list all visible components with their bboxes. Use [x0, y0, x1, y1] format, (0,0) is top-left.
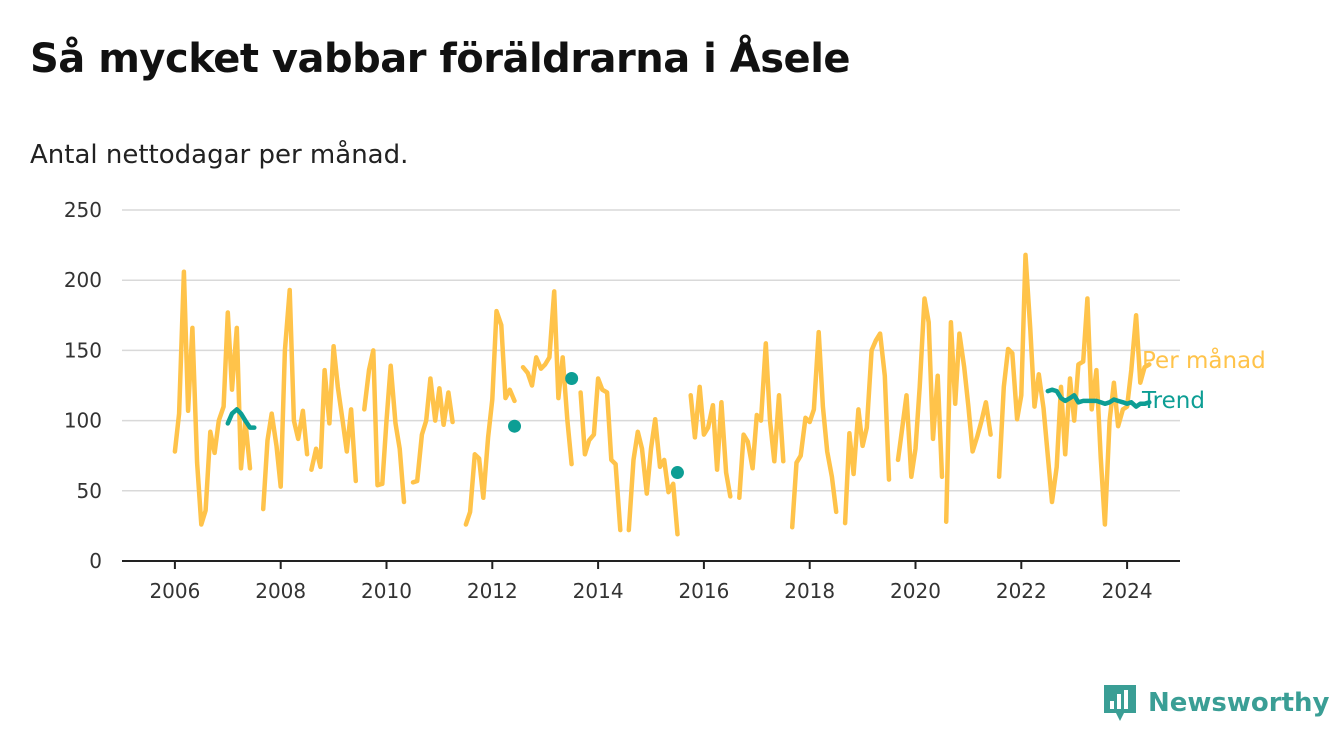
monthly-line — [943, 320, 993, 524]
y-tick-label: 200 — [64, 268, 102, 292]
x-tick-label: 2010 — [361, 579, 412, 603]
legend-monthly: Per månad — [1142, 346, 1266, 374]
monthly-line — [996, 252, 1152, 527]
trend-line — [225, 407, 257, 430]
x-tick-label: 2024 — [1102, 579, 1153, 603]
monthly-line — [842, 331, 892, 526]
x-tick-label: 2022 — [996, 579, 1047, 603]
y-tick-label: 150 — [64, 338, 102, 362]
monthly-line — [737, 341, 786, 501]
x-tick-label: 2018 — [784, 579, 835, 603]
monthly-line — [463, 308, 517, 527]
monthly-line — [578, 376, 623, 533]
chart-title: Så mycket vabbar föräldrarna i Åsele — [30, 36, 851, 82]
monthly-line — [520, 289, 574, 467]
monthly-line — [688, 384, 733, 499]
y-tick-label: 0 — [89, 549, 102, 573]
x-tick-label: 2008 — [255, 579, 306, 603]
trend-point — [508, 419, 522, 433]
x-tick-label: 2006 — [149, 579, 200, 603]
monthly-line — [172, 269, 253, 527]
monthly-line — [626, 416, 680, 537]
chart-logo-icon — [1104, 685, 1136, 721]
monthly-line — [260, 287, 310, 512]
monthly-line — [789, 329, 839, 530]
x-tick-label: 2014 — [573, 579, 624, 603]
monthly-line — [895, 296, 945, 480]
monthly-line — [362, 348, 407, 505]
x-tick-label: 2016 — [678, 579, 729, 603]
monthly-line — [309, 343, 359, 484]
trend-point — [565, 371, 579, 385]
brand-logo: Newsworthy — [1102, 683, 1329, 723]
trend-line — [1045, 387, 1152, 409]
y-tick-label: 100 — [64, 409, 102, 433]
x-tick-label: 2012 — [467, 579, 518, 603]
y-tick-label: 50 — [77, 479, 102, 503]
monthly-line — [410, 376, 455, 485]
legend-trend: Trend — [1141, 388, 1205, 414]
y-tick-label: 250 — [64, 198, 102, 222]
trend-point — [670, 466, 684, 480]
x-tick-label: 2020 — [890, 579, 941, 603]
chart-subtitle: Antal nettodagar per månad. — [30, 140, 409, 170]
brand-name: Newsworthy — [1148, 688, 1330, 718]
